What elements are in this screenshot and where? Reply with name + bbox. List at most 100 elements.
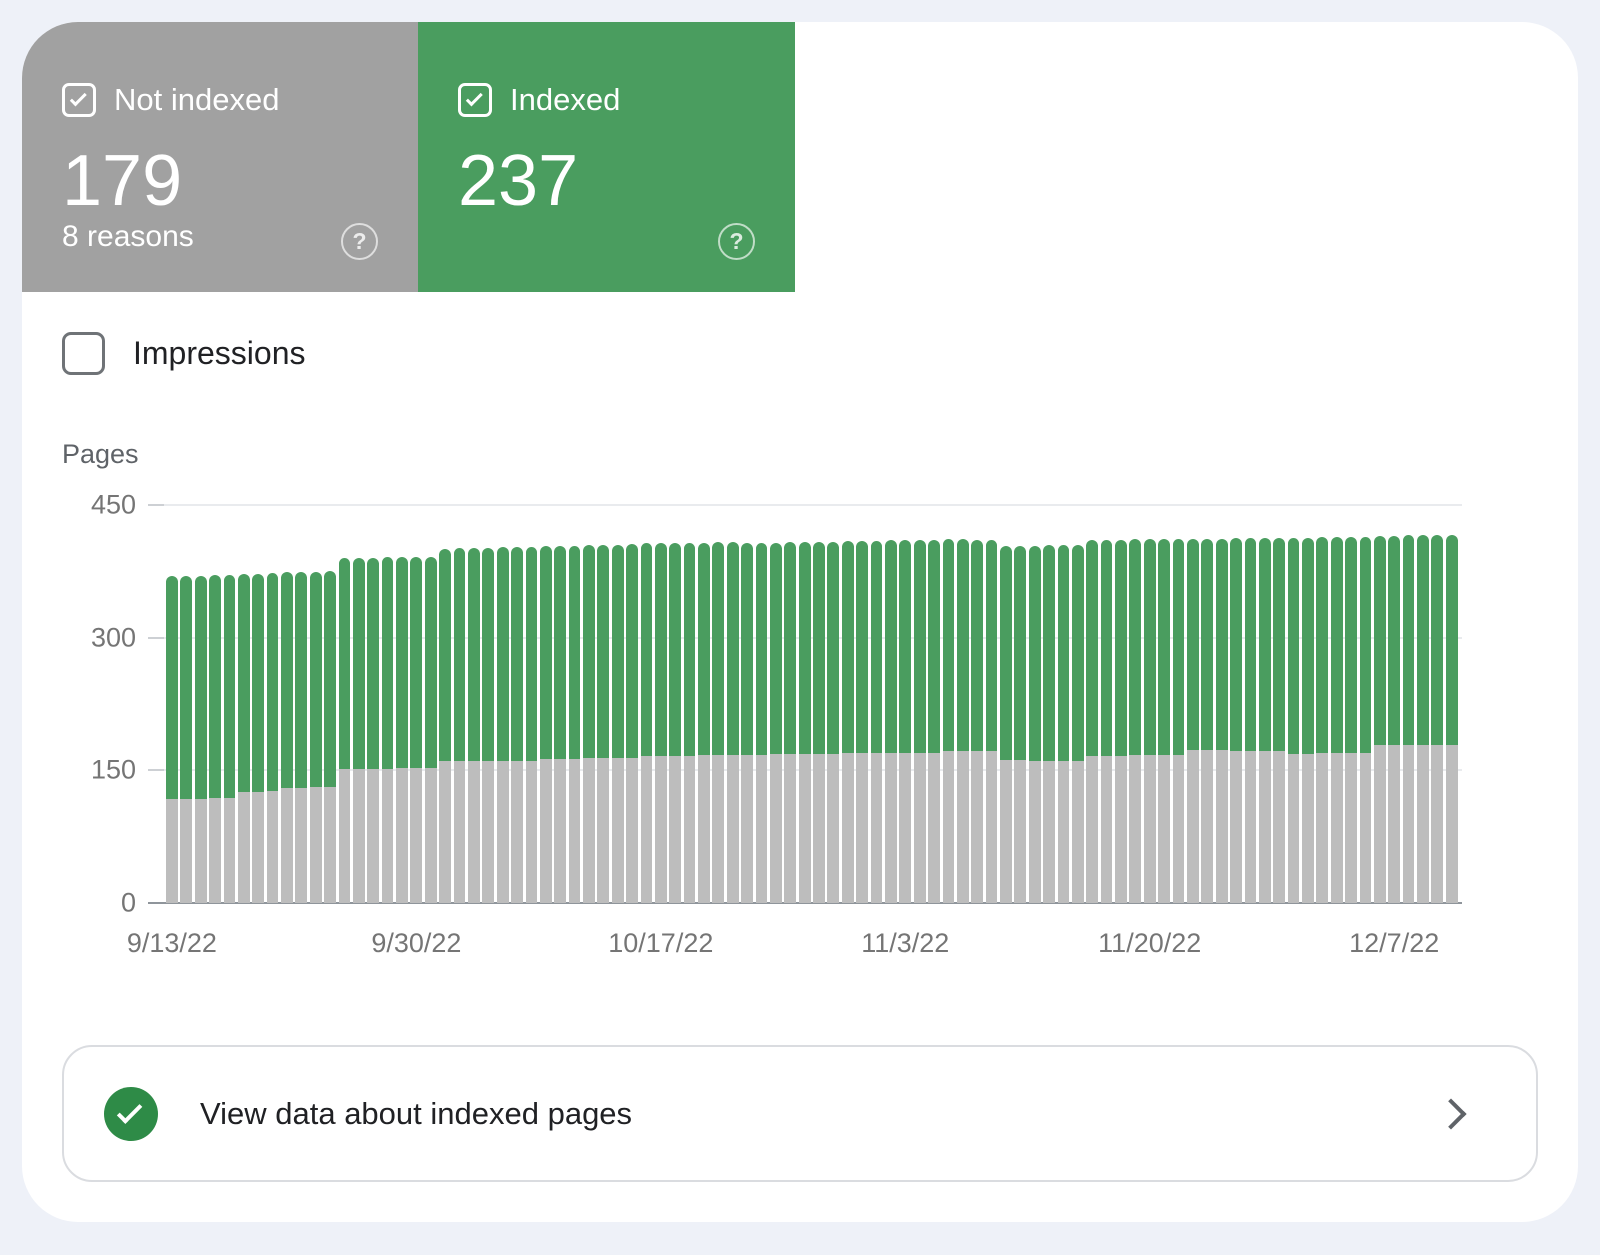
indexed-card[interactable]: Indexed 237 ? bbox=[418, 22, 795, 292]
stacked-bar[interactable] bbox=[1244, 537, 1257, 903]
not-indexed-card[interactable]: Not indexed 179 8 reasons ? bbox=[22, 22, 418, 292]
stacked-bar[interactable] bbox=[913, 540, 926, 903]
stacked-bar[interactable] bbox=[1388, 535, 1401, 903]
help-icon[interactable]: ? bbox=[718, 223, 755, 260]
stacked-bar[interactable] bbox=[841, 541, 854, 903]
stacked-bar[interactable] bbox=[338, 557, 351, 903]
stacked-bar[interactable] bbox=[1215, 538, 1228, 903]
stacked-bar[interactable] bbox=[885, 540, 897, 903]
stacked-bar[interactable] bbox=[1258, 537, 1271, 903]
stacked-bar[interactable] bbox=[525, 547, 538, 903]
stacked-bar[interactable] bbox=[1186, 538, 1199, 903]
stacked-bar[interactable] bbox=[1287, 537, 1300, 903]
stacked-bar[interactable] bbox=[784, 542, 797, 903]
impressions-checkbox[interactable] bbox=[62, 332, 105, 375]
stacked-bar[interactable] bbox=[324, 571, 336, 903]
stacked-bar[interactable] bbox=[1071, 544, 1084, 903]
stacked-bar[interactable] bbox=[583, 544, 595, 903]
stacked-bar[interactable] bbox=[554, 545, 567, 903]
stacked-bar[interactable] bbox=[237, 573, 250, 903]
chevron-right-icon[interactable] bbox=[1435, 1097, 1467, 1130]
stacked-bar[interactable] bbox=[741, 542, 753, 903]
stacked-bar[interactable] bbox=[769, 542, 782, 903]
stacked-bar[interactable] bbox=[870, 541, 883, 903]
stacked-bar[interactable] bbox=[1230, 537, 1242, 903]
stacked-bar[interactable] bbox=[956, 539, 969, 903]
stacked-bar[interactable] bbox=[611, 544, 624, 903]
stacked-bar[interactable] bbox=[813, 542, 825, 903]
stacked-bar[interactable] bbox=[309, 572, 322, 903]
stacked-bar[interactable] bbox=[352, 557, 365, 903]
stacked-bar[interactable] bbox=[424, 557, 437, 903]
stacked-bar[interactable] bbox=[453, 548, 466, 903]
stacked-bar[interactable] bbox=[223, 574, 236, 903]
stacked-bar[interactable] bbox=[1273, 537, 1286, 903]
stacked-bar[interactable] bbox=[1431, 534, 1444, 903]
stacked-bar[interactable] bbox=[295, 572, 308, 903]
stacked-bar[interactable] bbox=[1115, 540, 1127, 903]
stacked-bar[interactable] bbox=[1086, 540, 1099, 903]
indexed-segment bbox=[1388, 535, 1401, 745]
stacked-bar[interactable] bbox=[942, 539, 955, 903]
stacked-bar[interactable] bbox=[597, 544, 610, 903]
stacked-bar[interactable] bbox=[252, 573, 265, 903]
stacked-bar[interactable] bbox=[755, 542, 768, 903]
stacked-bar[interactable] bbox=[683, 542, 696, 903]
not-indexed-checkbox[interactable] bbox=[62, 83, 96, 117]
stacked-bar[interactable] bbox=[467, 548, 480, 903]
stacked-bar[interactable] bbox=[985, 540, 998, 903]
stacked-bar[interactable] bbox=[899, 540, 912, 903]
stacked-bar[interactable] bbox=[1028, 545, 1041, 903]
stacked-bar[interactable] bbox=[381, 557, 394, 903]
stacked-bar[interactable] bbox=[1143, 539, 1156, 903]
stacked-bar[interactable] bbox=[410, 557, 423, 903]
stacked-bar[interactable] bbox=[482, 548, 495, 903]
stacked-bar[interactable] bbox=[496, 547, 509, 903]
stacked-bar[interactable] bbox=[281, 572, 293, 903]
stacked-bar[interactable] bbox=[1445, 534, 1458, 903]
stacked-bar[interactable] bbox=[669, 542, 682, 903]
stacked-bar[interactable] bbox=[1100, 540, 1113, 903]
stacked-bar[interactable] bbox=[1402, 534, 1415, 903]
stacked-bar[interactable] bbox=[827, 542, 840, 903]
stacked-bar[interactable] bbox=[1373, 535, 1386, 903]
stacked-bar[interactable] bbox=[1057, 544, 1070, 903]
stacked-bar[interactable] bbox=[1014, 545, 1027, 903]
stacked-bar[interactable] bbox=[626, 543, 638, 903]
stacked-bar[interactable] bbox=[1000, 545, 1012, 903]
stacked-bar[interactable] bbox=[1201, 538, 1214, 903]
stacked-bar[interactable] bbox=[971, 540, 984, 903]
stacked-bar[interactable] bbox=[698, 542, 710, 903]
stacked-bar[interactable] bbox=[1302, 537, 1314, 903]
stacked-bar[interactable] bbox=[654, 542, 667, 903]
stacked-bar[interactable] bbox=[1330, 536, 1343, 903]
stacked-bar[interactable] bbox=[1043, 544, 1055, 903]
stacked-bar[interactable] bbox=[712, 542, 725, 903]
stacked-bar[interactable] bbox=[1172, 539, 1185, 903]
stacked-bar[interactable] bbox=[1417, 534, 1429, 903]
indexed-checkbox[interactable] bbox=[458, 83, 492, 117]
stacked-bar[interactable] bbox=[798, 542, 811, 903]
stacked-bar[interactable] bbox=[1359, 536, 1372, 903]
stacked-bar[interactable] bbox=[266, 573, 279, 903]
stacked-bar[interactable] bbox=[396, 557, 408, 903]
stacked-bar[interactable] bbox=[1129, 539, 1142, 903]
stacked-bar[interactable] bbox=[209, 574, 221, 903]
stacked-bar[interactable] bbox=[439, 549, 452, 903]
stacked-bar[interactable] bbox=[539, 545, 552, 903]
stacked-bar[interactable] bbox=[928, 540, 940, 903]
stacked-bar[interactable] bbox=[1158, 539, 1171, 903]
stacked-bar[interactable] bbox=[180, 575, 193, 903]
stacked-bar[interactable] bbox=[640, 542, 653, 903]
stacked-bar[interactable] bbox=[194, 575, 207, 903]
stacked-bar[interactable] bbox=[1316, 536, 1329, 903]
help-icon[interactable]: ? bbox=[341, 223, 378, 260]
stacked-bar[interactable] bbox=[856, 541, 869, 903]
stacked-bar[interactable] bbox=[166, 575, 178, 903]
view-indexed-data-banner[interactable]: View data about indexed pages bbox=[62, 1045, 1538, 1182]
stacked-bar[interactable] bbox=[1345, 536, 1357, 903]
stacked-bar[interactable] bbox=[367, 557, 380, 903]
stacked-bar[interactable] bbox=[568, 545, 581, 903]
stacked-bar[interactable] bbox=[511, 547, 523, 903]
stacked-bar[interactable] bbox=[726, 542, 739, 903]
